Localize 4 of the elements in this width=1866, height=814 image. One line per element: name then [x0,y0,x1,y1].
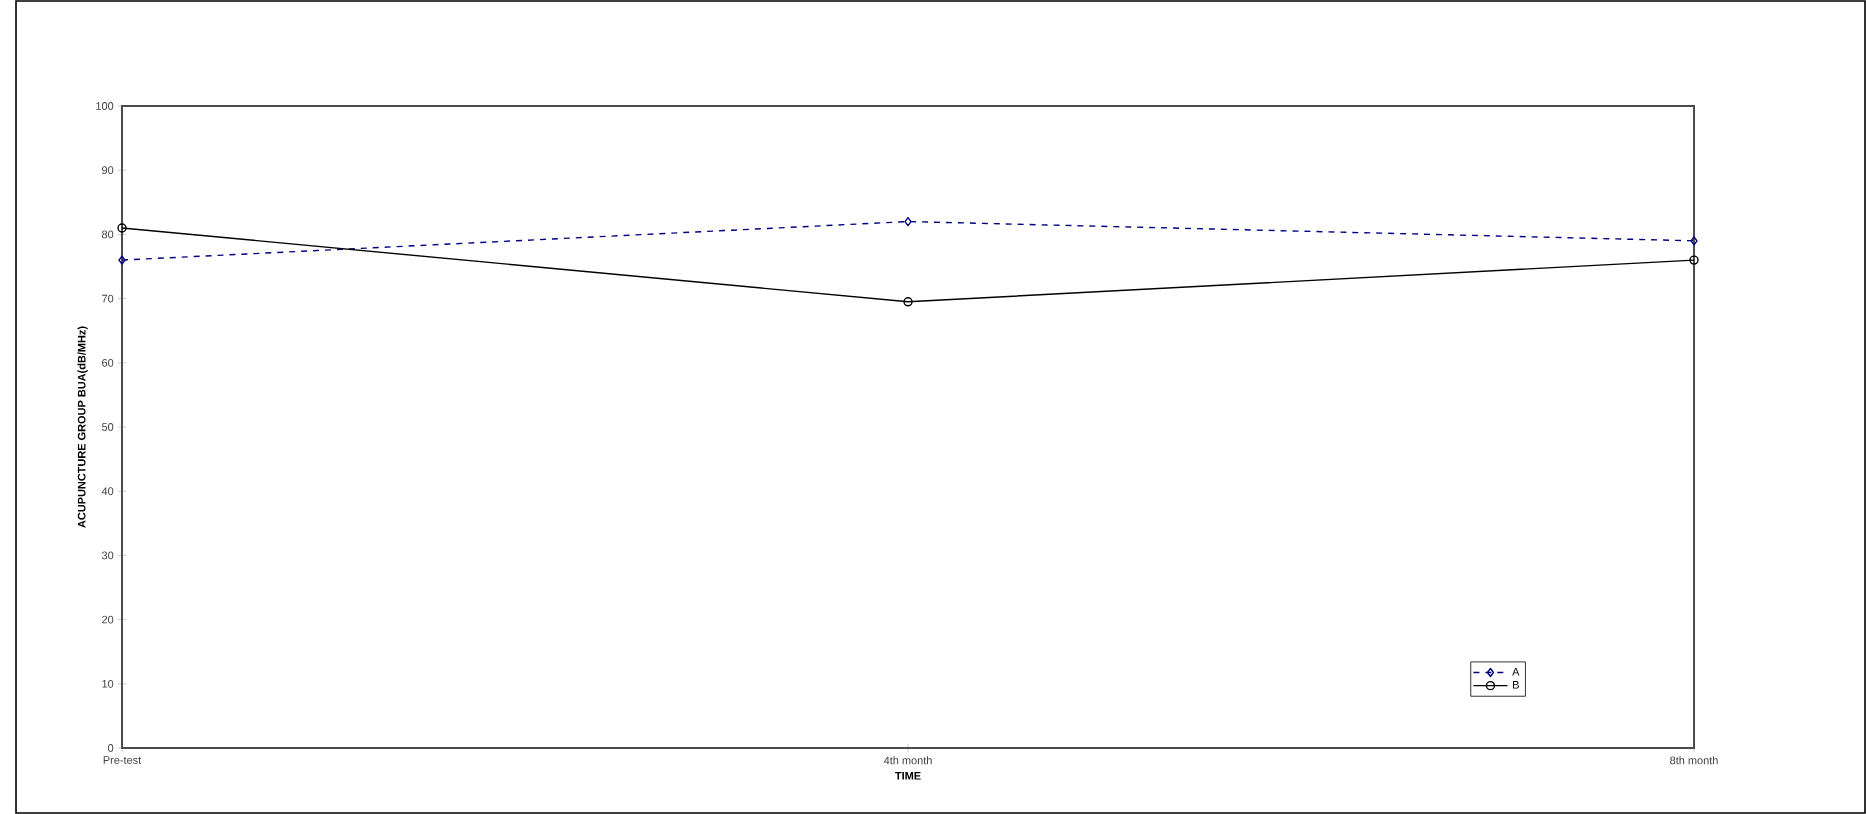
point [118,255,126,265]
point [903,297,913,307]
point [1690,236,1698,246]
point [904,216,912,227]
